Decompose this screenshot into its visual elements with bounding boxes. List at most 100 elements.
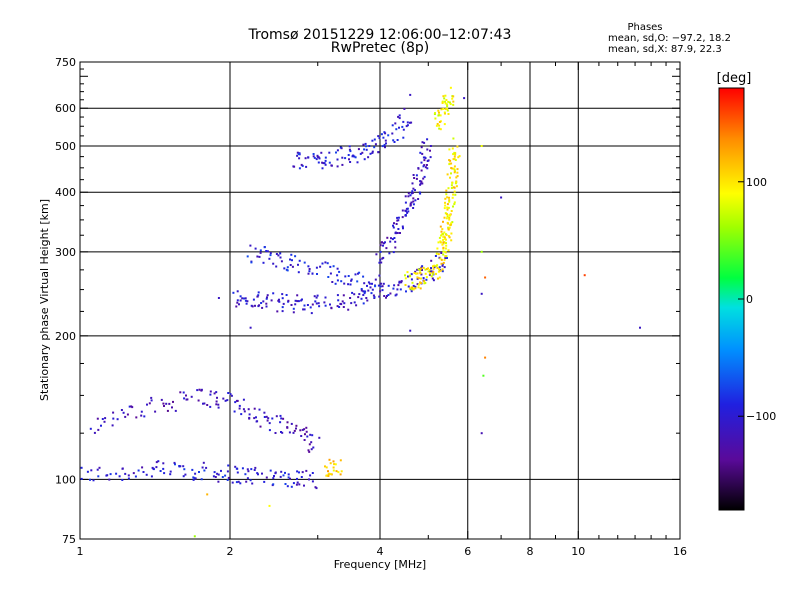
echo-point [163,472,166,475]
echo-point [448,216,451,219]
echo-point [364,142,367,145]
echo-point [448,159,451,162]
echo-point [450,210,453,212]
echo-point [438,127,441,130]
echo-point [259,251,262,254]
echo-point [411,286,414,289]
echo-point [309,433,312,436]
echo-point [425,278,428,281]
echo-point [414,287,417,290]
echo-point [314,486,317,489]
echo-point [322,162,325,165]
echo-point [448,236,451,239]
echo-point [365,297,368,299]
echo-point [426,167,429,170]
echo-point [442,238,444,241]
echo-point [336,149,339,152]
echo-point [440,262,443,265]
echo-point [438,236,441,239]
echo-point [137,469,140,472]
echo-point [453,190,456,193]
echo-point [439,241,442,244]
echo-point [438,124,441,127]
echo-point [447,113,450,115]
echo-point [401,209,404,212]
echo-point [398,114,401,117]
echo-point [329,473,332,476]
echo-point [347,283,350,286]
echo-point [295,483,298,486]
echo-point [254,247,257,250]
echo-point [249,479,252,482]
echo-point [480,145,483,147]
grid-lines [80,62,680,539]
echo-point [96,468,99,471]
echo-point [251,482,254,485]
echo-point [435,272,437,275]
echo-point [183,397,186,400]
echo-point [347,154,350,156]
echo-point [279,252,282,255]
echo-point [438,276,441,279]
echo-point [303,484,305,487]
echo-point [226,479,229,481]
echo-point [348,148,351,151]
echo-point [305,165,308,168]
echo-point [281,431,284,434]
colorbar-tick-label: 100 [746,176,767,189]
echo-point [379,250,382,253]
echo-point [261,306,264,309]
echo-point [387,284,390,287]
echo-point [215,391,218,394]
echo-point [92,479,95,482]
echo-point [382,244,384,247]
echo-point [334,463,337,466]
echo-point [297,153,300,155]
echo-point [432,279,435,282]
echo-point [250,261,253,264]
echo-point [297,300,300,303]
echo-point [446,214,449,217]
echo-point [411,182,414,185]
echo-point [408,287,411,290]
echo-point [165,402,168,405]
echo-point [454,159,457,161]
echo-point [397,228,400,230]
echo-point [442,95,445,98]
echo-point [101,418,104,420]
echo-point [424,157,427,160]
echo-point [412,284,415,287]
echo-point [305,430,308,433]
echo-point [115,472,118,475]
echo-point [362,290,365,293]
echo-point [367,281,370,284]
echo-point [336,267,339,270]
echo-point [374,143,377,146]
echo-point [348,158,350,161]
echo-point [235,305,238,308]
echo-point [311,480,314,483]
echo-point [311,303,314,306]
echo-point [193,535,196,538]
echo-point [290,485,293,488]
echo-point [340,470,343,473]
echo-point [444,102,447,105]
echo-point [412,174,415,176]
echo-point [456,175,459,178]
echo-point [392,226,395,229]
echo-point [374,278,377,281]
echo-point [292,482,295,485]
echo-point [244,299,247,302]
echo-point [352,154,355,157]
echo-point [240,413,243,416]
echo-point [381,289,384,292]
echo-point [350,302,353,305]
echo-point [341,156,344,159]
echo-point [239,299,242,302]
echo-point [270,299,273,302]
echo-point [441,102,444,104]
echo-point [247,470,250,473]
echo-point [404,284,407,286]
echo-point [444,197,447,200]
echo-point [179,465,182,468]
